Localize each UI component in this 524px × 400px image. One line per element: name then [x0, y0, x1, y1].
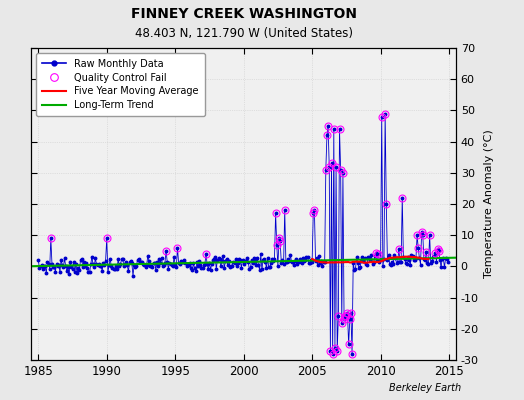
Text: Berkeley Earth: Berkeley Earth	[389, 383, 461, 393]
Legend: Raw Monthly Data, Quality Control Fail, Five Year Moving Average, Long-Term Tren: Raw Monthly Data, Quality Control Fail, …	[36, 53, 204, 116]
Text: FINNEY CREEK WASHINGTON: FINNEY CREEK WASHINGTON	[130, 8, 357, 22]
Text: 48.403 N, 121.790 W (United States): 48.403 N, 121.790 W (United States)	[135, 27, 353, 40]
Y-axis label: Temperature Anomaly (°C): Temperature Anomaly (°C)	[484, 130, 495, 278]
